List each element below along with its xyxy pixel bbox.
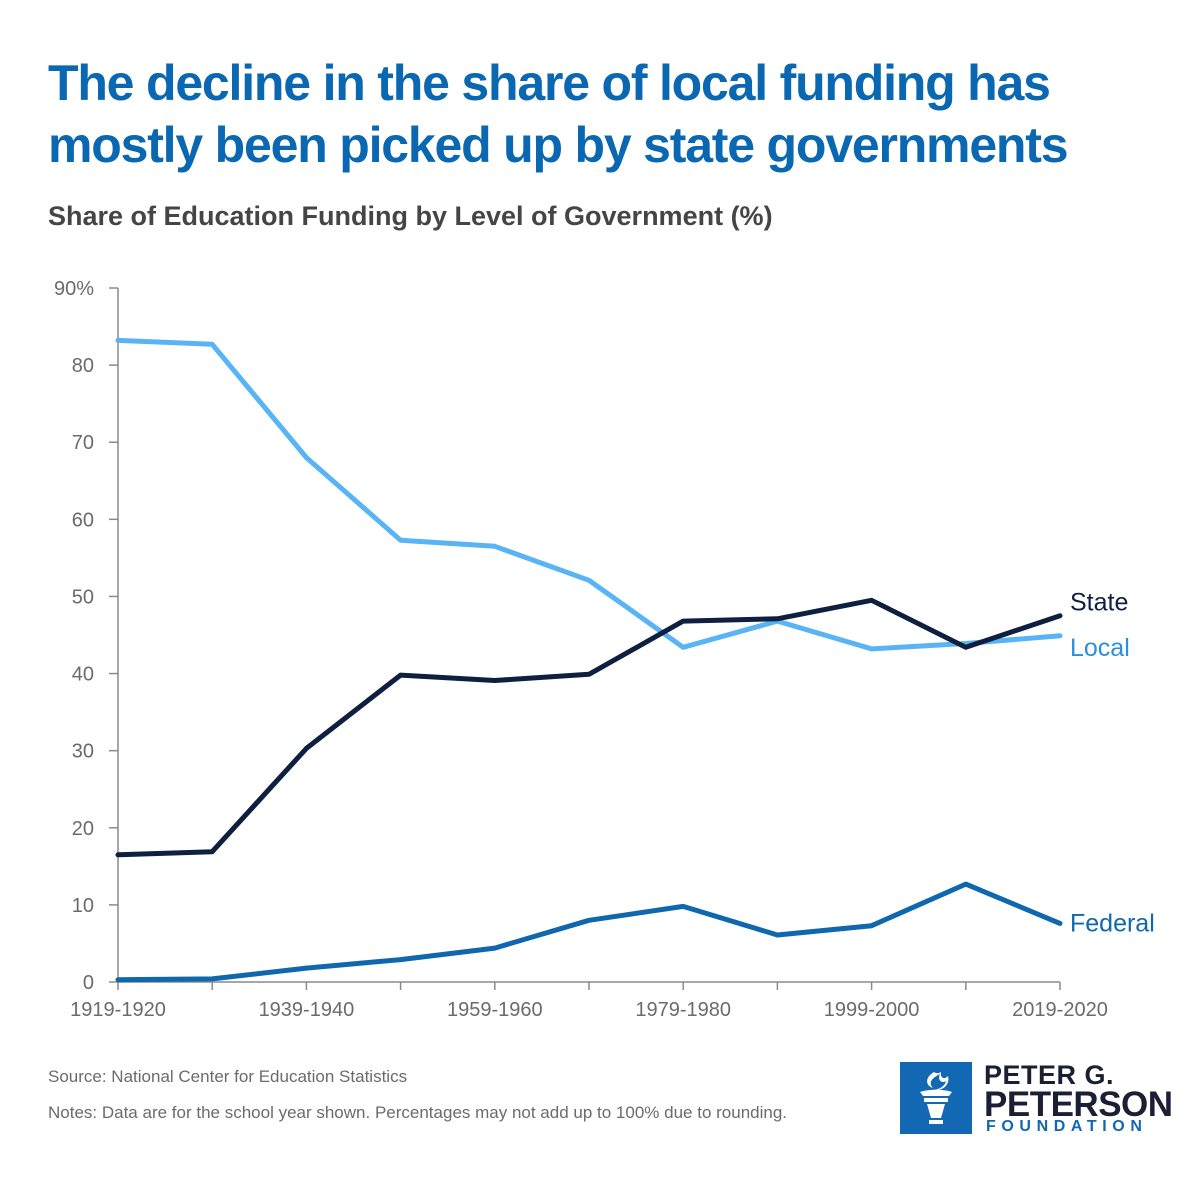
series-label-federal: Federal (1070, 909, 1155, 937)
series-line-federal (115, 881, 1063, 983)
y-tick-label: 30 (72, 741, 94, 763)
series-label-local: Local (1070, 634, 1130, 662)
x-tick-label: 1939-1940 (259, 999, 355, 1021)
y-tick-label: 90% (54, 278, 94, 300)
line-chart: 0 10 20 30 40 50 60 70 80 90% 1919-1920 1939-1940 19… (54, 278, 1155, 1021)
y-tick-label: 10 (72, 895, 94, 917)
chart-title: The decline in the share of local fundin… (48, 55, 1069, 173)
y-tick-label: 0 (83, 972, 94, 994)
series-line-state (115, 597, 1063, 858)
torch-icon (900, 1062, 972, 1134)
x-tick-label: 2019-2020 (1012, 999, 1108, 1021)
notes-text: Notes: Data are for the school year show… (48, 1103, 788, 1122)
x-tick-label: 1959-1960 (447, 999, 543, 1021)
y-tick-label: 50 (72, 586, 94, 608)
y-tick-label: 60 (72, 509, 94, 531)
logo-text-line2: PETERSON (984, 1085, 1173, 1124)
y-tick-label: 40 (72, 664, 94, 686)
source-note: Source: National Center for Education St… (48, 1067, 408, 1086)
series-labels: Local State Federal (1070, 589, 1155, 938)
series-line-local (115, 337, 1063, 652)
y-tick-label: 20 (72, 818, 94, 840)
series-label-state: State (1070, 589, 1128, 617)
chart-lines (115, 337, 1063, 983)
y-tick-label: 70 (72, 432, 94, 454)
logo-text-line3: FOUNDATION (986, 1118, 1148, 1135)
chart-subtitle: Share of Education Funding by Level of G… (48, 201, 773, 231)
x-tick-label: 1999-2000 (824, 999, 920, 1021)
peterson-foundation-logo: PETER G. PETERSON FOUNDATION (900, 1060, 1173, 1136)
logo-text-line1: PETER G. (984, 1060, 1115, 1090)
x-tick-label: 1919-1920 (70, 999, 166, 1021)
chart-axes: 0 10 20 30 40 50 60 70 80 90% 1919-1920 1939-1940 19… (54, 278, 1108, 1021)
x-tick-label: 1979-1980 (635, 999, 731, 1021)
y-tick-label: 80 (72, 355, 94, 377)
